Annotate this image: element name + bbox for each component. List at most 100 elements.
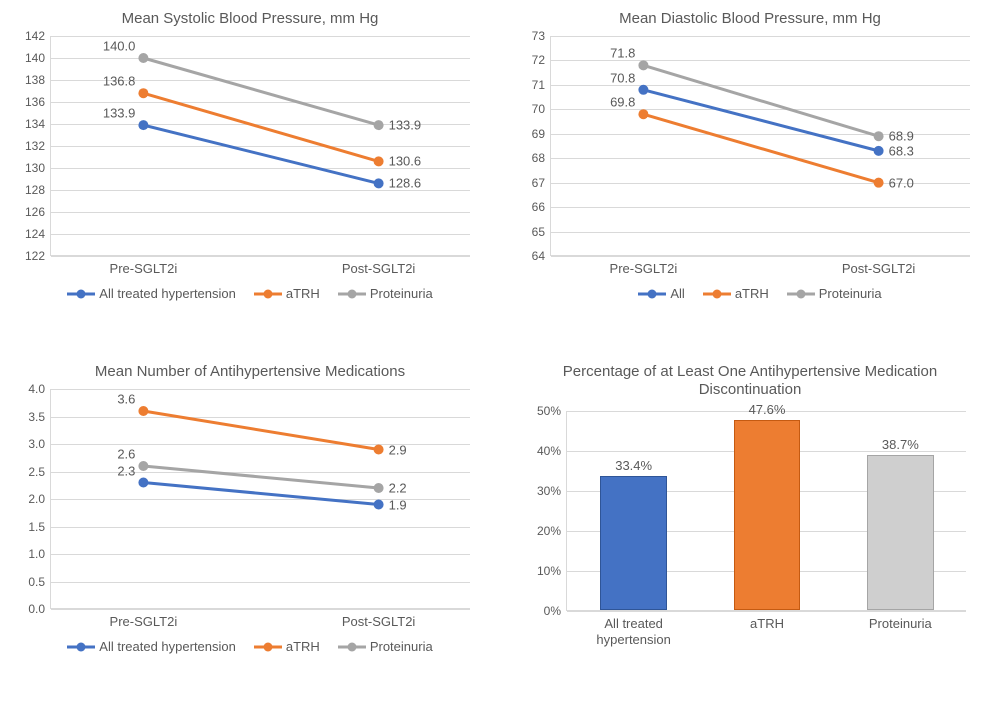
xtick-label: Pre-SGLT2i (110, 255, 178, 276)
panel-diastolic: Mean Diastolic Blood Pressure, mm Hg 646… (500, 0, 1000, 353)
ytick-label: 124 (25, 227, 51, 241)
data-label: 2.3 (117, 463, 135, 478)
ytick-label: 3.5 (28, 410, 51, 424)
xtick-label: Post-SGLT2i (342, 255, 415, 276)
ytick-label: 67 (532, 176, 551, 190)
data-label: 140.0 (103, 39, 136, 54)
legend-item: All treated hypertension (67, 639, 236, 654)
series-line (143, 58, 378, 125)
data-label: 3.6 (117, 392, 135, 407)
ytick-label: 3.0 (28, 437, 51, 451)
plot-medications: 0.00.51.01.52.02.53.03.54.0Pre-SGLT2iPos… (50, 389, 470, 609)
series-line (143, 93, 378, 161)
series-line (143, 125, 378, 183)
legend-label: Proteinuria (819, 286, 882, 301)
ytick-label: 73 (532, 29, 551, 43)
xtick-label: Pre-SGLT2i (610, 255, 678, 276)
ytick-label: 72 (532, 53, 551, 67)
series-marker (138, 478, 148, 488)
data-label: 2.6 (117, 447, 135, 462)
ytick-label: 4.0 (28, 382, 51, 396)
series-marker (138, 120, 148, 130)
legend-marker-icon (254, 642, 282, 652)
legend-label: aTRH (286, 286, 320, 301)
ytick-label: 130 (25, 161, 51, 175)
legend-item: Proteinuria (787, 286, 882, 301)
plot-diastolic: 64656667686970717273Pre-SGLT2iPost-SGLT2… (550, 36, 970, 256)
series-marker (374, 445, 384, 455)
series-marker (374, 178, 384, 188)
legend-item: Proteinuria (338, 286, 433, 301)
panel-discontinuation: Percentage of at Least One Antihypertens… (500, 353, 1000, 706)
data-label: 133.9 (103, 106, 136, 121)
legend-label: aTRH (735, 286, 769, 301)
legend-label: aTRH (286, 639, 320, 654)
bar-value-label: 33.4% (615, 458, 652, 473)
xtick-label: Pre-SGLT2i (110, 608, 178, 629)
bar-xtick-label: Proteinuria (834, 610, 967, 632)
panel-systolic: Mean Systolic Blood Pressure, mm Hg 1221… (0, 0, 500, 353)
plot-systolic: 122124126128130132134136138140142Pre-SGL… (50, 36, 470, 256)
ytick-label: 132 (25, 139, 51, 153)
series-marker (138, 88, 148, 98)
legend-item: All treated hypertension (67, 286, 236, 301)
ytick-label: 2.0 (28, 492, 51, 506)
ytick-label: 142 (25, 29, 51, 43)
ytick-label: 126 (25, 205, 51, 219)
ytick-label: 0% (544, 604, 567, 618)
legend-label: Proteinuria (370, 286, 433, 301)
chart-title: Mean Systolic Blood Pressure, mm Hg (10, 10, 490, 28)
data-label: 136.8 (103, 74, 136, 89)
ytick-label: 71 (532, 78, 551, 92)
legend-marker-icon (638, 289, 666, 299)
legend-item: Proteinuria (338, 639, 433, 654)
series-marker (374, 483, 384, 493)
legend-medications: All treated hypertension aTRH Proteinuria (20, 639, 480, 654)
chart-area-discontinuation: 0%10%20%30%40%50%33.4%All treatedhyperte… (510, 401, 990, 671)
chart-title: Mean Number of Antihypertensive Medicati… (10, 363, 490, 381)
ytick-label: 1.5 (28, 520, 51, 534)
chart-area-diastolic: 64656667686970717273Pre-SGLT2iPost-SGLT2… (510, 30, 990, 318)
legend-marker-icon (338, 289, 366, 299)
ytick-label: 0.0 (28, 602, 51, 616)
bar-value-label: 47.6% (749, 402, 786, 417)
legend-marker-icon (67, 642, 95, 652)
chart-area-systolic: 122124126128130132134136138140142Pre-SGL… (10, 30, 490, 318)
series-marker (874, 178, 884, 188)
legend-marker-icon (703, 289, 731, 299)
legend-label: All (670, 286, 684, 301)
data-label: 70.8 (610, 70, 635, 85)
legend-label: Proteinuria (370, 639, 433, 654)
data-label: 128.6 (389, 176, 422, 191)
series-marker (374, 156, 384, 166)
ytick-label: 2.5 (28, 465, 51, 479)
ytick-label: 128 (25, 183, 51, 197)
series-marker (874, 146, 884, 156)
line-svg (51, 36, 471, 256)
plot-discontinuation: 0%10%20%30%40%50%33.4%All treatedhyperte… (566, 411, 966, 611)
series-marker (638, 60, 648, 70)
ytick-label: 30% (537, 484, 567, 498)
legend-diastolic: All aTRH Proteinuria (590, 286, 930, 301)
series-line (143, 411, 378, 450)
bar-xtick-label: All treatedhypertension (567, 610, 700, 647)
series-marker (638, 109, 648, 119)
series-marker (138, 406, 148, 416)
data-label: 2.9 (389, 442, 407, 457)
bar-xtick-label: aTRH (700, 610, 833, 632)
ytick-label: 64 (532, 249, 551, 263)
ytick-label: 69 (532, 127, 551, 141)
series-marker (638, 85, 648, 95)
bar (734, 420, 801, 610)
series-marker (138, 53, 148, 63)
ytick-label: 138 (25, 73, 51, 87)
xtick-label: Post-SGLT2i (342, 608, 415, 629)
ytick-label: 68 (532, 151, 551, 165)
data-label: 69.8 (610, 95, 635, 110)
series-marker (374, 120, 384, 130)
bar (600, 476, 667, 610)
series-marker (374, 500, 384, 510)
ytick-label: 136 (25, 95, 51, 109)
ytick-label: 66 (532, 200, 551, 214)
panel-medications: Mean Number of Antihypertensive Medicati… (0, 353, 500, 706)
